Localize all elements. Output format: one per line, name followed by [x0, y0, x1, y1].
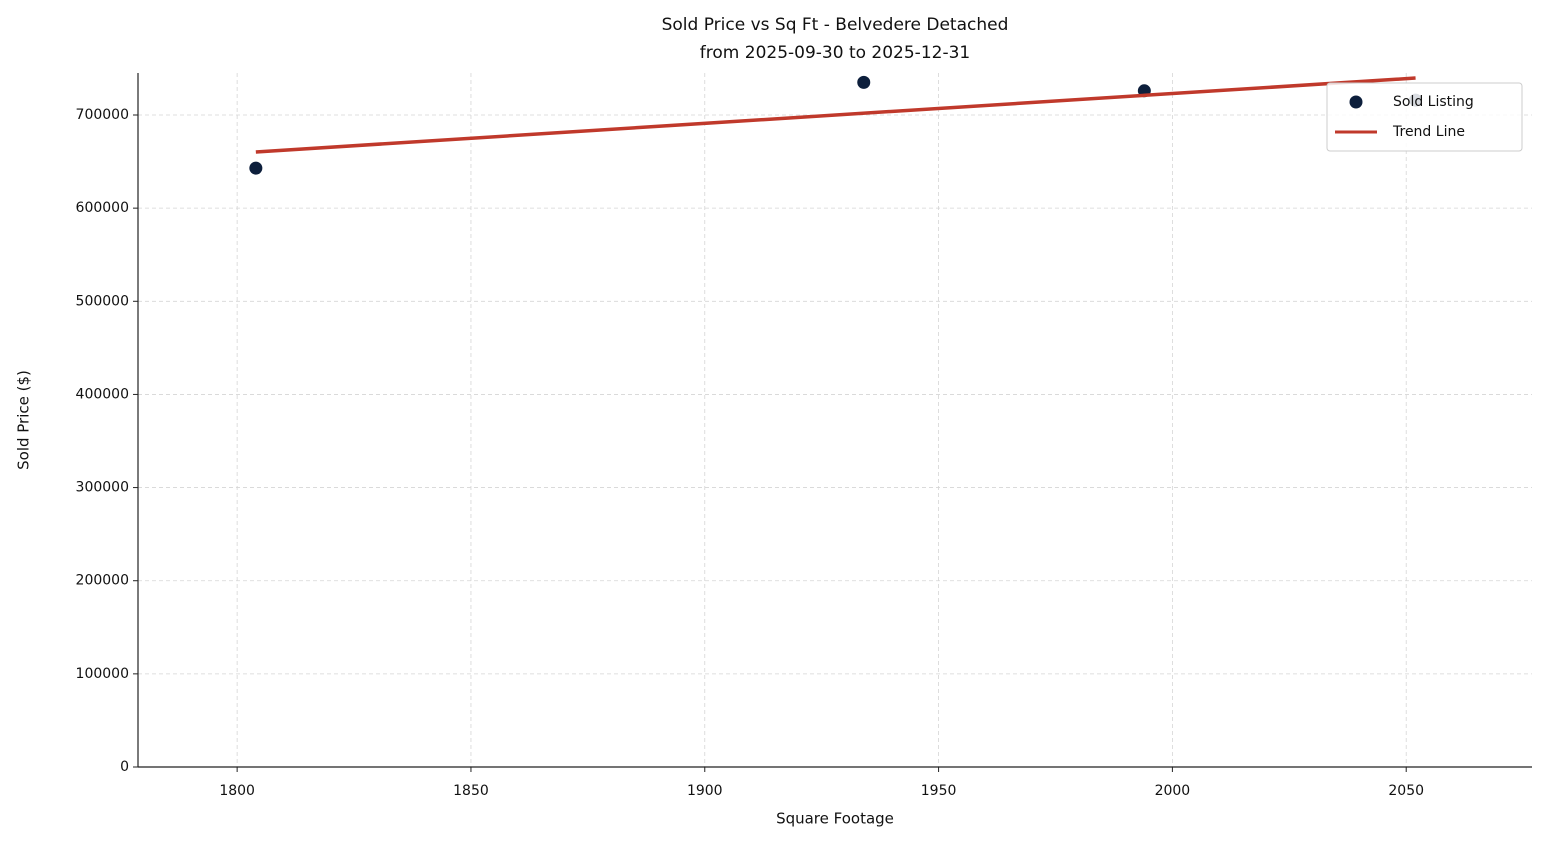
y-axis-label: Sold Price ($) — [15, 370, 33, 470]
x-tick-label: 1800 — [219, 783, 255, 799]
point — [857, 75, 871, 89]
y-tick-label: 700000 — [76, 107, 129, 123]
x-tick-label: 1900 — [687, 783, 723, 799]
chart-title: Sold Price vs Sq Ft - Belvedere Detached — [662, 15, 1009, 35]
x-axis-label: Square Footage — [776, 810, 894, 828]
legend-label: Sold Listing — [1393, 94, 1474, 110]
y-tick-label: 100000 — [76, 666, 129, 682]
y-tick-label: 300000 — [76, 480, 129, 496]
y-tick-label: 400000 — [76, 386, 129, 402]
legend-swatch — [1349, 95, 1363, 109]
x-tick-label: 1950 — [921, 783, 957, 799]
trend-line — [255, 76, 1416, 154]
y-tick-label: 200000 — [76, 573, 129, 589]
y-tick-label: 500000 — [76, 293, 129, 309]
legend-label: Trend Line — [1392, 124, 1465, 140]
point — [249, 161, 263, 175]
x-tick-label: 2050 — [1388, 783, 1424, 799]
x-tick-label: 1850 — [453, 783, 489, 799]
x-tick-label: 2000 — [1155, 783, 1191, 799]
legend-box — [1326, 82, 1523, 152]
y-tick-label: 0 — [120, 759, 129, 775]
chart-subtitle: from 2025-09-30 to 2025-12-31 — [700, 43, 970, 63]
y-tick-label: 600000 — [76, 200, 129, 216]
